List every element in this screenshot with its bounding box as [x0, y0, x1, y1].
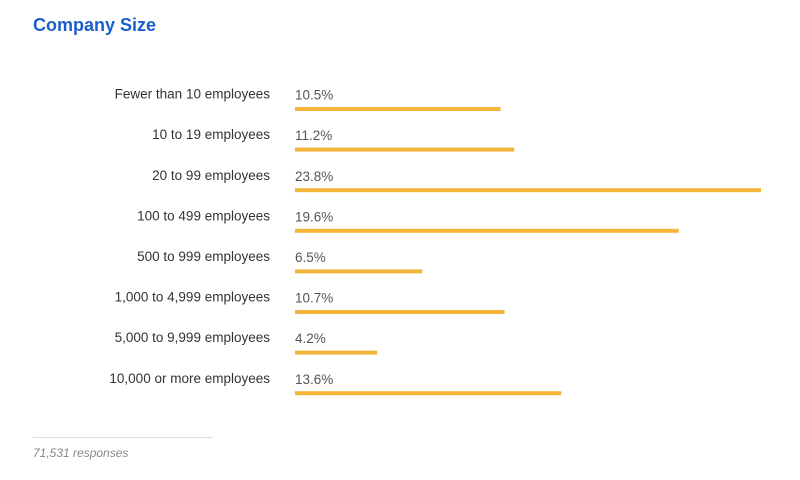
- bar: [295, 391, 562, 396]
- category-label: 10 to 19 employees: [152, 127, 270, 142]
- category-label: 500 to 999 employees: [137, 249, 270, 264]
- value-label: 6.5%: [295, 250, 326, 265]
- value-label: 19.6%: [295, 209, 333, 224]
- category-label: Fewer than 10 employees: [115, 87, 271, 102]
- value-label: 10.5%: [295, 88, 333, 103]
- bar: [295, 228, 679, 233]
- bar: [295, 310, 505, 314]
- category-label: 100 to 499 employees: [137, 208, 270, 223]
- bar: [295, 147, 515, 152]
- value-label: 23.8%: [295, 169, 333, 184]
- category-label: 10,000 or more employees: [109, 371, 270, 386]
- bar: [295, 269, 423, 274]
- category-label: 20 to 99 employees: [152, 168, 270, 183]
- bar: [295, 350, 378, 355]
- bar: [295, 188, 761, 193]
- value-label: 13.6%: [295, 372, 333, 387]
- bar: [295, 107, 501, 111]
- response-count: 71,531 responses: [33, 446, 128, 460]
- value-label: 10.7%: [295, 291, 333, 306]
- chart-title: Company Size: [33, 15, 156, 35]
- category-label: 1,000 to 4,999 employees: [115, 290, 271, 305]
- category-label: 5,000 to 9,999 employees: [115, 330, 271, 345]
- value-label: 11.2%: [295, 128, 332, 143]
- value-label: 4.2%: [295, 331, 326, 346]
